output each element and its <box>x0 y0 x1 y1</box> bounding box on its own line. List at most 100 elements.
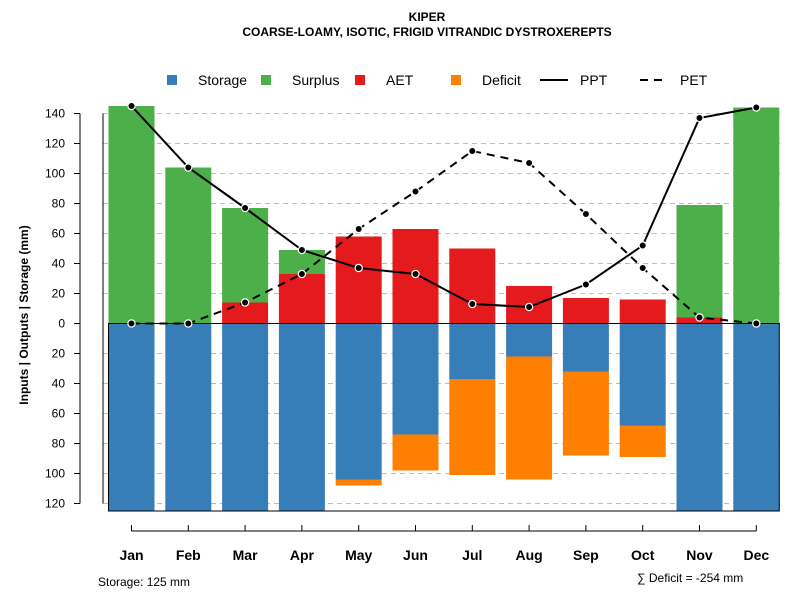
bar-deficit <box>619 425 666 457</box>
chart-subtitle: COARSE-LOAMY, ISOTIC, FRIGID VITRANDIC D… <box>242 25 611 39</box>
footnote-storage: Storage: 125 mm <box>98 575 190 589</box>
y-tick-label: 60 <box>52 407 66 421</box>
ppt-line-point <box>638 241 647 250</box>
ppt-line-point <box>695 113 704 123</box>
chart-title: KIPER <box>409 10 446 24</box>
bar-surplus <box>108 106 155 324</box>
bar-storage <box>449 323 496 379</box>
bar-storage <box>108 323 155 511</box>
x-tick-label: Jan <box>119 547 143 563</box>
ppt-line <box>130 105 757 309</box>
x-tick-label: Sep <box>573 547 599 563</box>
bar-aet <box>335 236 382 324</box>
x-tick-label: Feb <box>176 547 201 563</box>
bar-deficit <box>335 479 382 486</box>
bar-storage <box>619 323 666 426</box>
x-tick-label: May <box>345 547 372 563</box>
ppt-line-point <box>524 302 534 312</box>
gridlines <box>102 113 780 504</box>
y-tick-label: 0 <box>58 317 65 331</box>
legend-swatch <box>261 75 271 85</box>
x-tick-label: Oct <box>631 547 655 563</box>
bar-aet <box>619 299 666 324</box>
bar-storage <box>278 323 325 511</box>
y-tick-label: 80 <box>52 197 66 211</box>
x-tick-label: Jul <box>462 547 482 563</box>
x-tick-label: Aug <box>515 547 542 563</box>
bar-storage <box>335 323 382 480</box>
series-lines <box>127 101 761 328</box>
ppt-line-point <box>752 103 761 112</box>
legend-label: Surplus <box>292 72 339 88</box>
pet-line-point <box>354 224 363 234</box>
pet-line-point <box>752 319 761 328</box>
bar-storage <box>392 323 439 435</box>
pet-line-point <box>127 319 136 328</box>
y-tick-label: 120 <box>45 497 65 511</box>
ppt-line-point <box>240 203 250 213</box>
footnote-deficit: ∑ Deficit = -254 mm <box>637 571 743 585</box>
legend-label: AET <box>386 72 414 88</box>
bar-surplus <box>733 107 780 324</box>
y-tick-label: 140 <box>45 107 65 121</box>
pet-line-point <box>297 269 307 279</box>
y-tick-label: 40 <box>52 257 66 271</box>
y-tick-label: 60 <box>52 227 66 241</box>
ppt-line-point <box>127 101 136 111</box>
bar-aet <box>562 298 609 324</box>
bar-aet <box>278 274 325 324</box>
bar-deficit <box>449 379 496 475</box>
legend-swatch <box>167 75 177 85</box>
pet-line-point <box>240 298 250 307</box>
x-tick-label: Mar <box>233 547 258 563</box>
bar-storage <box>506 323 553 357</box>
legend-swatch <box>355 75 365 85</box>
pet-line-point <box>411 187 420 196</box>
x-tick-label: Nov <box>686 547 713 563</box>
ppt-line-point <box>184 163 193 172</box>
pet-line <box>131 149 757 325</box>
x-tick-label: Apr <box>290 547 315 563</box>
y-tick-label: 120 <box>45 137 65 151</box>
y-axis-label: Inputs | Outputs | Storage (mm) <box>17 225 31 404</box>
bar-aet <box>449 248 496 324</box>
y-tick-label: 40 <box>52 377 66 391</box>
pet-line-point <box>638 263 647 273</box>
pet-line-point <box>524 158 534 168</box>
legend-label: PPT <box>580 72 608 88</box>
x-tick-label: Jun <box>403 547 428 563</box>
bar-deficit <box>506 356 553 480</box>
y-tick-label: 100 <box>45 467 65 481</box>
bars <box>108 106 780 512</box>
bar-surplus <box>676 205 723 318</box>
x-tick-label: Dec <box>743 547 769 563</box>
bar-deficit <box>562 371 609 456</box>
bar-storage <box>676 323 723 511</box>
ppt-line-point <box>411 269 420 279</box>
ppt-line-point <box>468 299 477 309</box>
ppt-line-point <box>354 263 363 273</box>
legend-label: Storage <box>198 72 247 88</box>
y-tick-label: 80 <box>52 437 66 451</box>
pet-line-point <box>695 313 704 322</box>
legend-label: PET <box>680 72 708 88</box>
legend: Storage Surplus AET Deficit PPT PET <box>167 72 708 88</box>
pet-line-point <box>468 146 477 156</box>
bar-storage <box>562 323 609 372</box>
bar-storage <box>222 323 269 511</box>
legend-swatch <box>451 75 461 85</box>
y-tick-label: 100 <box>45 167 65 181</box>
y-tick-label: 20 <box>52 347 66 361</box>
pet-line-point <box>581 209 591 219</box>
axes: 120 100 80 60 40 20 0 20 40 60 80 100 120 140 Jan Feb Ma… <box>45 107 769 564</box>
bar-storage <box>733 323 780 511</box>
bar-surplus <box>222 208 269 303</box>
y-tick-label: 20 <box>52 287 66 301</box>
ppt-line-point <box>297 245 307 255</box>
pet-line-point <box>184 319 193 328</box>
ppt-line-point <box>581 280 591 289</box>
bar-storage <box>165 323 212 511</box>
bar-surplus <box>165 167 212 324</box>
legend-label: Deficit <box>482 72 521 88</box>
